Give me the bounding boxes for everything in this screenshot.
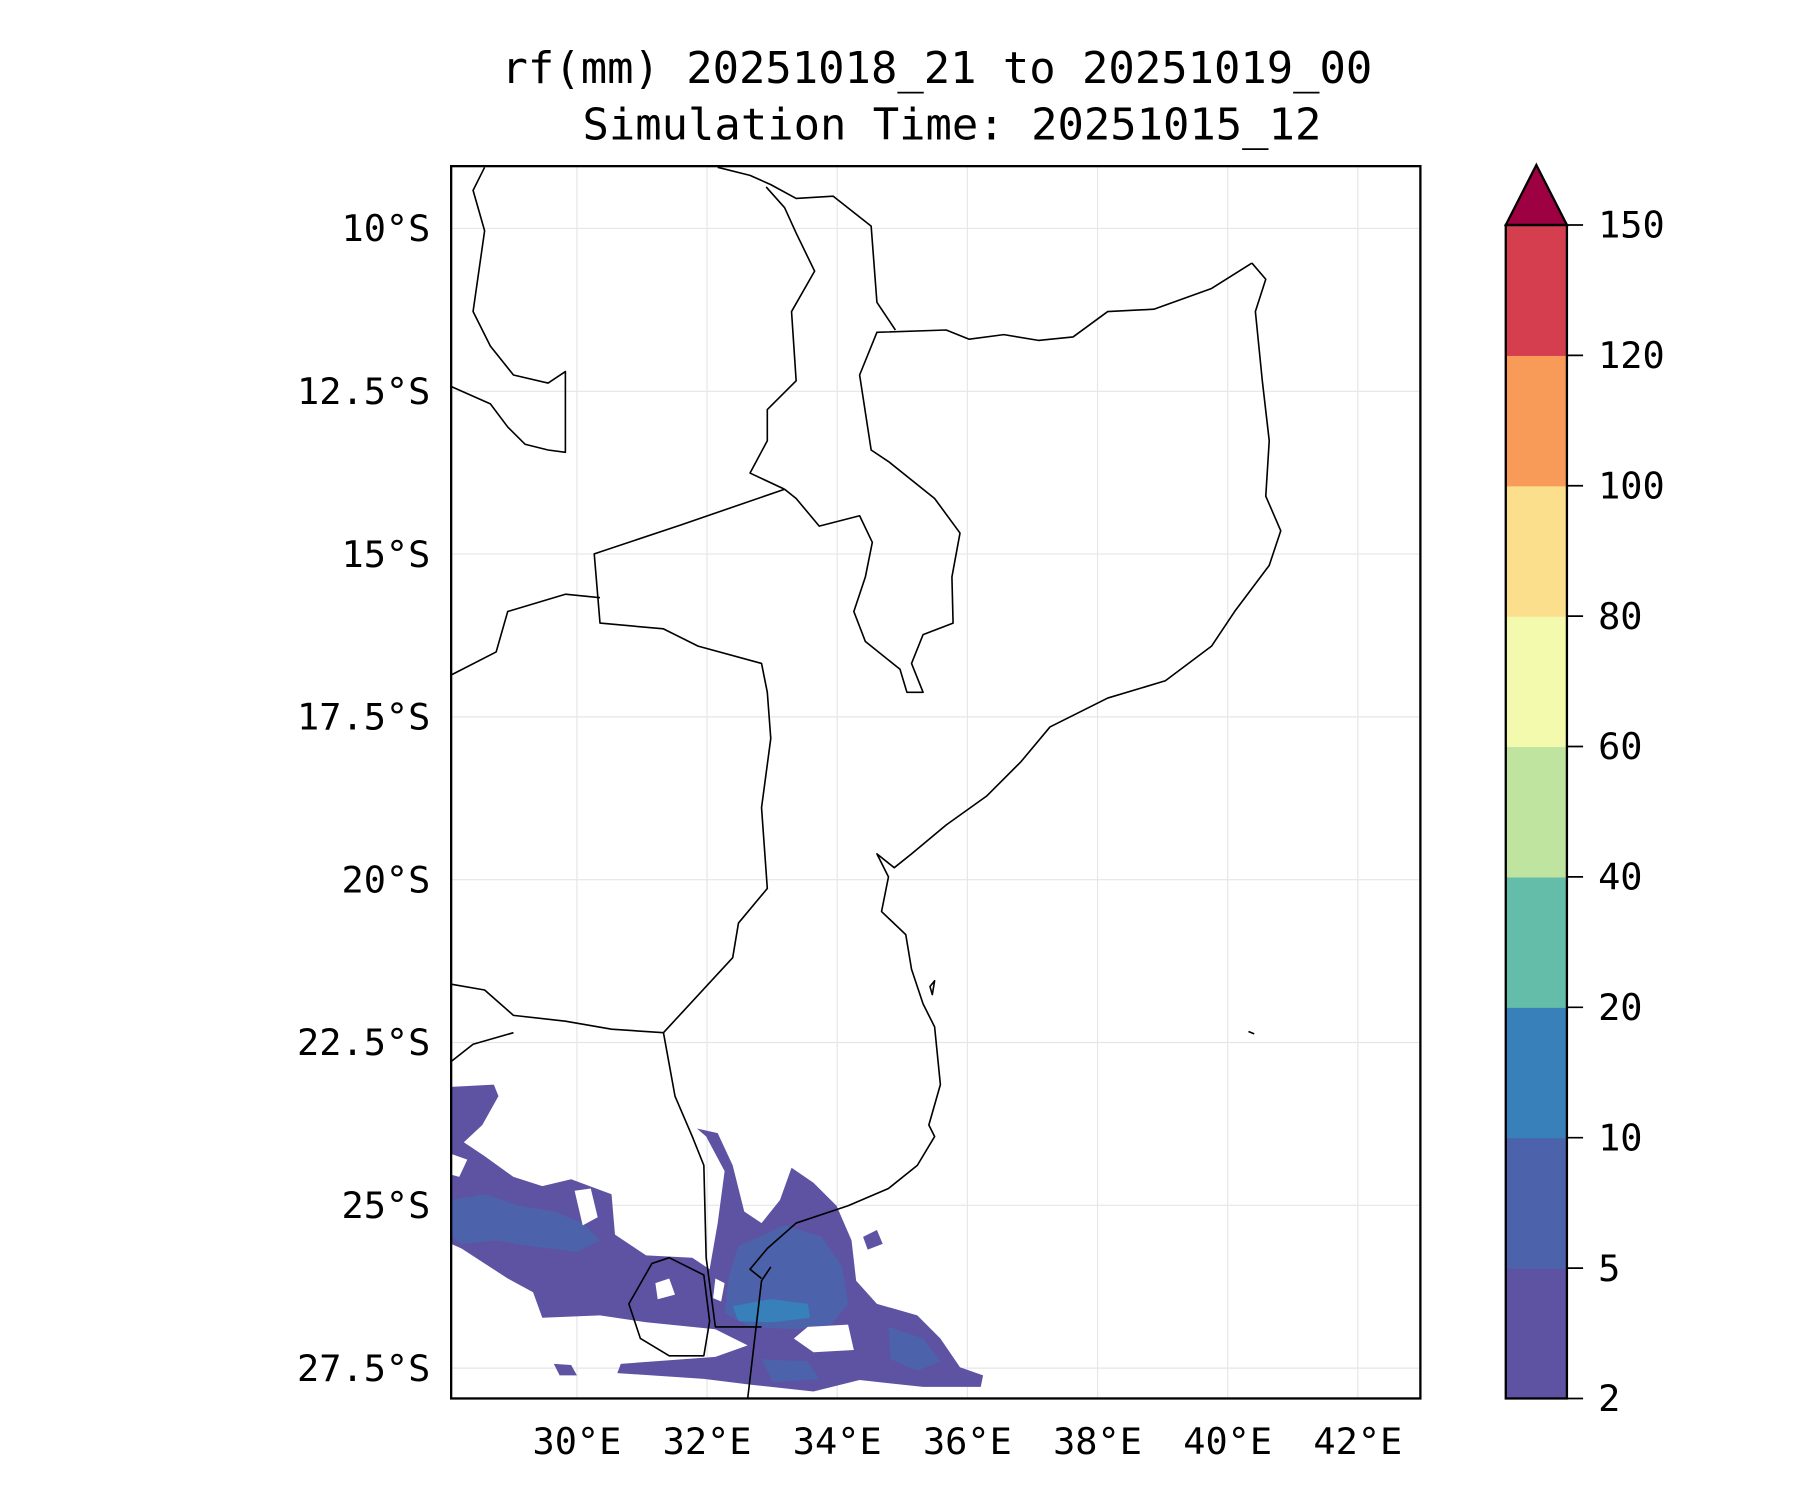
colorbar-label: 20 — [1598, 986, 1642, 1029]
y-tick-label: 15°S — [341, 533, 430, 576]
x-tick-label: 34°E — [793, 1420, 882, 1463]
colorbar: 2 5 10 20 40 60 80 100 120 150 — [1503, 162, 1665, 1420]
comoros-island — [1248, 1030, 1255, 1035]
y-tick-label: 20°S — [341, 858, 430, 901]
x-tick-label: 42°E — [1313, 1420, 1402, 1463]
colorbar-label: 60 — [1598, 725, 1642, 768]
chart-title: rf(mm) 20251018_21 to 20251019_00 — [502, 43, 1373, 94]
rainfall-contours — [451, 1084, 984, 1392]
zimbabwe-border — [450, 593, 664, 1034]
colorbar-frame — [1504, 223, 1569, 1400]
colorbar-segment — [1505, 485, 1567, 617]
colorbar-segment — [1505, 876, 1567, 1008]
dry-patch — [451, 1153, 854, 1353]
rain-contour-2-5-east-spot — [863, 1230, 883, 1250]
drc-zambia-border — [450, 166, 567, 454]
colorbar-segment — [1505, 1007, 1567, 1139]
x-axis-ticks: 30°E 32°E 34°E 36°E 38°E 40°E 42°E — [532, 1420, 1402, 1463]
colorbar-label: 120 — [1598, 334, 1665, 377]
colorbar-segment — [1505, 225, 1567, 356]
plot-background — [451, 166, 1421, 1399]
coastlines-and-borders — [450, 166, 1282, 1399]
x-tick-label: 32°E — [663, 1420, 752, 1463]
colorbar-label: 2 — [1598, 1377, 1620, 1420]
zambia-mozambique-border — [593, 488, 785, 1034]
x-tick-label: 36°E — [923, 1420, 1012, 1463]
rain-contour-2-5-west-strip — [553, 1363, 577, 1376]
colorbar-segment — [1505, 355, 1567, 487]
y-tick-label: 12.5°S — [297, 370, 430, 413]
x-tick-label: 40°E — [1183, 1420, 1272, 1463]
x-tick-label: 30°E — [532, 1420, 621, 1463]
colorbar-segment — [1505, 746, 1567, 878]
rain-contour-2-5 — [451, 1084, 984, 1392]
colorbar-label: 100 — [1598, 464, 1665, 507]
tanzania-border — [784, 262, 1253, 694]
plot-frame — [450, 165, 1422, 1400]
y-tick-label: 27.5°S — [297, 1347, 430, 1390]
mozambique-southafrica-border — [662, 1032, 762, 1328]
eswatini-border — [628, 1256, 711, 1357]
map-plot-area — [450, 165, 1422, 1400]
y-tick-label: 25°S — [341, 1184, 430, 1227]
colorbar-label: 150 — [1598, 204, 1665, 247]
y-tick-label: 22.5°S — [297, 1021, 430, 1064]
colorbar-label: 5 — [1598, 1247, 1620, 1290]
rain-contour-5-10 — [451, 1194, 941, 1383]
mozambique-coastline — [749, 262, 1282, 1280]
chart-subtitle: Simulation Time: 20251015_12 — [583, 100, 1322, 151]
colorbar-extend-arrow — [1503, 162, 1569, 227]
colorbar-segment — [1505, 616, 1567, 748]
y-tick-label: 17.5°S — [297, 696, 430, 739]
y-tick-label: 10°S — [341, 207, 430, 250]
southern-meridian-border — [746, 1266, 772, 1399]
y-axis-ticks: 10°S 12.5°S 15°S 17.5°S 20°S 22.5°S 25°S 27.5°S — [297, 207, 430, 1390]
south-border-left — [450, 1031, 514, 1063]
colorbar-segment — [1505, 1137, 1567, 1269]
colorbar-segment — [1505, 1268, 1567, 1400]
bazaruto-island — [929, 979, 936, 996]
colorbar-label: 40 — [1598, 856, 1642, 899]
x-tick-label: 38°E — [1053, 1420, 1142, 1463]
malawi-tanzania-border — [717, 166, 897, 490]
colorbar-label: 10 — [1598, 1116, 1642, 1159]
colorbar-label: 80 — [1598, 595, 1642, 638]
rain-contour-10-20 — [732, 1299, 810, 1323]
